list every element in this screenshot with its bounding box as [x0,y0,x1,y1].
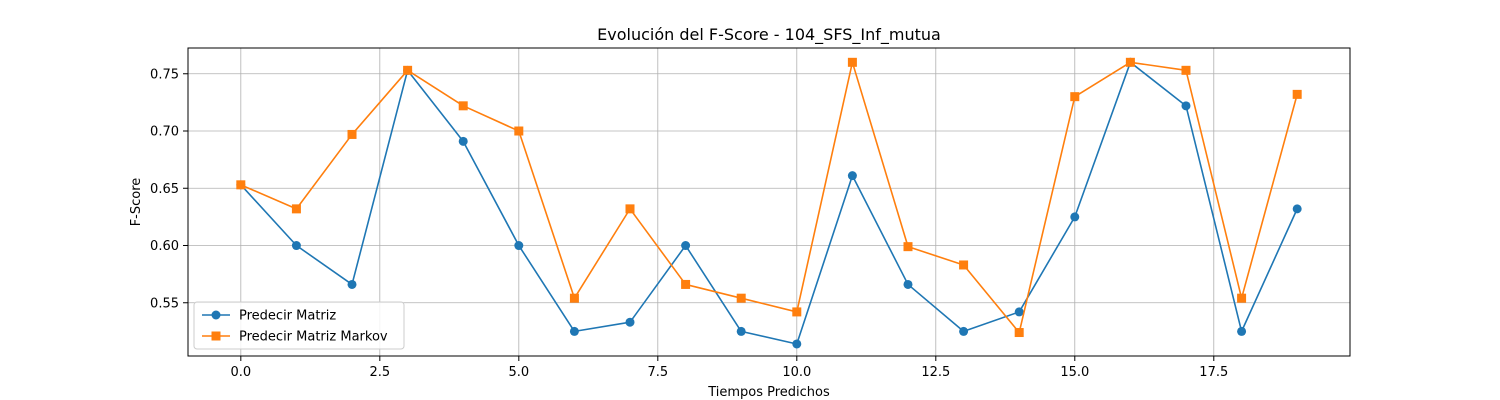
data-point [847,57,857,67]
data-point [1181,65,1191,75]
data-point [625,204,635,214]
data-point [1070,92,1080,102]
data-point [569,293,579,303]
data-point [1014,307,1024,317]
data-point [514,241,524,251]
data-point [458,101,468,111]
data-point [514,126,524,136]
legend-box [193,301,405,350]
y-tick-label: 0.60 [150,239,179,254]
x-tick-label: 15.0 [1060,365,1089,380]
data-point [681,241,691,251]
y-tick-label: 0.75 [150,67,179,82]
data-point [1292,204,1302,214]
series-line [240,61,1298,334]
data-point [847,171,857,181]
data-point [1014,328,1024,338]
data-point [736,293,746,303]
chart-title: Evolución del F-Score - 104_SFS_Inf_mutu… [597,25,941,45]
data-point [792,339,802,349]
legend-marker [211,310,221,320]
data-point [291,204,301,214]
data-point [903,242,913,252]
x-tick-label: 7.5 [647,365,668,380]
data-point [1292,89,1302,99]
data-point [792,307,802,317]
data-point [959,260,969,270]
x-tick-label: 5.0 [508,365,529,380]
x-tick-label: 2.5 [369,365,390,380]
y-tick-label: 0.70 [150,125,179,140]
data-point [347,279,357,289]
data-point [236,180,246,190]
data-point [736,326,746,336]
data-point [1237,293,1247,303]
series-layer [236,57,1302,349]
legend-entry: Predecir Matriz Markov [202,330,388,345]
data-point [681,279,691,289]
data-point [959,326,969,336]
legend-marker [211,331,221,341]
legend-label: Predecir Matriz Markov [239,330,388,345]
data-point [903,279,913,289]
y-axis-title: F-Score [129,178,144,227]
data-point [347,129,357,139]
data-point [1181,101,1191,111]
data-point [625,317,635,327]
x-tick-label: 10.0 [782,365,811,380]
series-line [240,61,1298,345]
x-tick-label: 17.5 [1199,365,1228,380]
data-point [1125,57,1135,67]
legend-entry: Predecir Matriz [202,309,336,324]
x-tick-label: 0.0 [230,365,251,380]
data-point [569,326,579,336]
x-tick-label: 12.5 [921,365,950,380]
data-point [1070,212,1080,222]
data-point [403,65,413,75]
y-tick-label: 0.65 [150,182,179,197]
legend: Predecir Matriz Predecir Matriz Markov [193,301,405,350]
legend-label: Predecir Matriz [239,309,336,324]
plot-area-frame [187,47,1351,357]
ticks: 0.0 2.5 5.0 7.5 10.0 12.5 15.0 17.5 0.55 0.60 0.65… [150,67,1228,380]
series-2 [236,57,1302,338]
x-axis-title: Tiempos Predichos [707,385,830,400]
data-point [458,136,468,146]
y-tick-label: 0.55 [150,296,179,311]
data-point [291,241,301,251]
data-point [1237,326,1247,336]
